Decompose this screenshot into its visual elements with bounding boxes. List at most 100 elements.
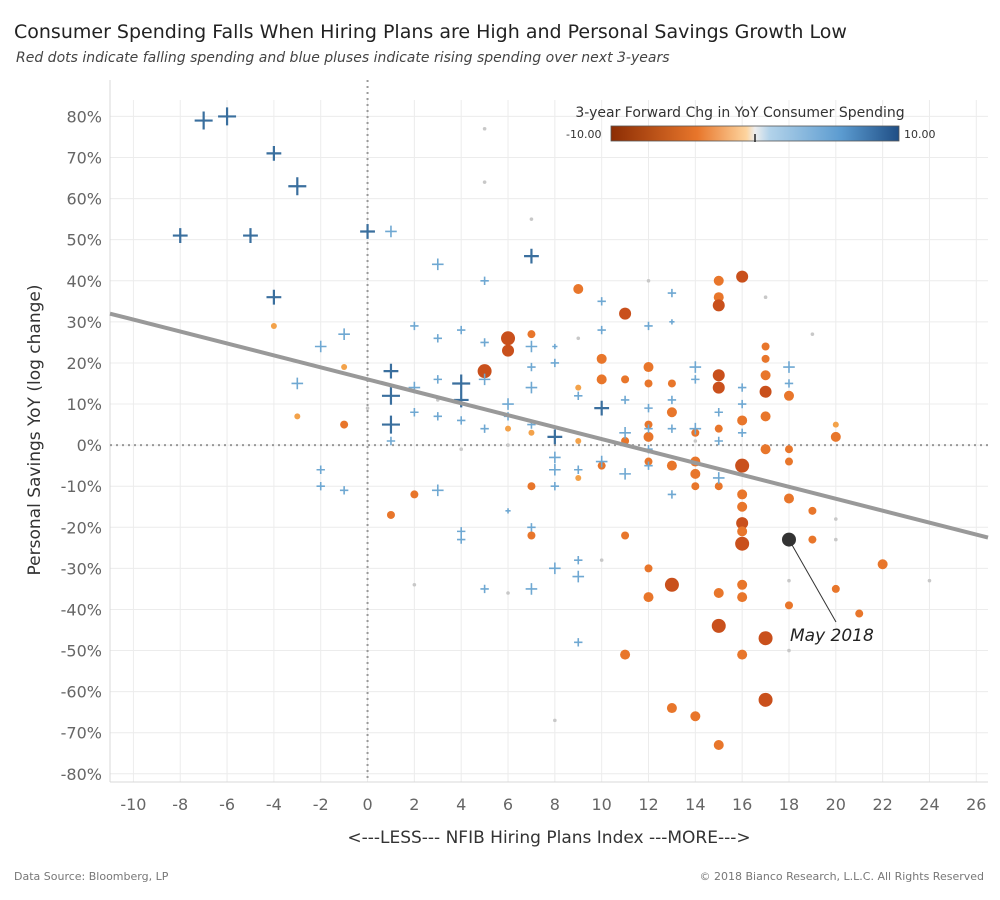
falling-spending-point <box>527 330 536 339</box>
rising-spending-point <box>502 398 514 410</box>
falling-spending-point <box>714 482 723 491</box>
falling-spending-point <box>502 344 515 357</box>
rising-spending-point <box>597 297 606 306</box>
rising-spending-point <box>172 228 188 243</box>
falling-spending-point <box>573 283 584 294</box>
neutral-point <box>553 718 557 723</box>
falling-spending-point <box>690 468 701 479</box>
rising-spending-point <box>457 527 466 536</box>
rising-spending-point <box>266 289 282 305</box>
rising-spending-point <box>291 377 304 390</box>
falling-spending-point <box>712 381 725 394</box>
regression-trend-line <box>109 311 989 540</box>
rising-spending-point <box>547 429 563 445</box>
highlighted-point-may-2018 <box>781 532 796 547</box>
falling-spending-point <box>760 370 771 381</box>
falling-spending-point <box>808 535 817 544</box>
neutral-point <box>646 278 651 283</box>
falling-spending-point <box>713 275 724 286</box>
color-legend: 3-year Forward Chg in YoY Consumer Spend… <box>566 105 936 142</box>
falling-spending-point <box>711 618 726 633</box>
x-tick-label: 22 <box>872 795 892 814</box>
falling-spending-point <box>737 501 748 512</box>
falling-spending-point <box>877 559 888 570</box>
falling-spending-point <box>760 444 771 455</box>
y-tick-label: 0% <box>77 436 102 455</box>
falling-spending-point <box>737 649 748 660</box>
falling-spending-point <box>714 424 723 433</box>
rising-spending-point <box>667 288 677 298</box>
y-tick-label: 80% <box>66 107 102 126</box>
rising-spending-point <box>480 338 489 347</box>
rising-spending-point <box>480 584 489 594</box>
rising-spending-point <box>574 638 583 647</box>
y-tick-label: -10% <box>61 477 102 496</box>
neutral-point <box>834 517 838 521</box>
rising-spending-point <box>549 451 561 464</box>
falling-spending-point <box>501 331 516 346</box>
falling-spending-point <box>737 579 748 590</box>
falling-spending-point <box>294 413 301 420</box>
x-tick-label: -10 <box>120 795 146 814</box>
rising-spending-point <box>712 472 725 484</box>
y-tick-label: 60% <box>66 190 102 209</box>
data-source-note: Data Source: Bloomberg, LP <box>14 870 169 883</box>
y-tick-label: -80% <box>61 765 102 784</box>
rising-spending-point <box>385 225 397 238</box>
rising-spending-point <box>381 415 400 434</box>
falling-spending-point <box>664 577 679 592</box>
rising-spending-point <box>644 461 653 470</box>
x-tick-label: 0 <box>362 795 372 814</box>
falling-spending-point <box>735 458 750 473</box>
falling-spending-point <box>855 609 864 618</box>
rising-spending-point <box>433 375 442 384</box>
falling-spending-point <box>527 531 536 540</box>
falling-spending-point <box>666 407 677 418</box>
rising-spending-point <box>478 373 491 386</box>
rising-spending-point <box>620 395 630 405</box>
falling-spending-point <box>760 411 771 422</box>
falling-spending-point <box>783 493 794 504</box>
legend-min-label: -10.00 <box>566 128 601 141</box>
falling-spending-point <box>666 703 677 714</box>
x-axis-title: <---LESS--- NFIB Hiring Plans Index ---M… <box>347 828 750 848</box>
falling-spending-point <box>737 415 748 426</box>
falling-spending-point <box>830 431 841 442</box>
rising-spending-point <box>691 375 700 384</box>
axes: -10 -8 -6 -4 -2 0 2 4 6 8 10 12 14 16 18 20 22 24 2680%70%… <box>61 107 987 814</box>
y-tick-label: -60% <box>61 683 102 702</box>
rising-spending-point <box>594 400 610 416</box>
falling-spending-point <box>712 299 725 312</box>
rising-spending-point <box>644 403 653 413</box>
rising-spending-point <box>714 436 723 446</box>
annotation-leader-line <box>788 539 837 623</box>
falling-spending-point <box>761 354 770 363</box>
rising-spending-point <box>574 555 583 565</box>
falling-spending-point <box>783 390 794 401</box>
neutral-point <box>927 578 932 583</box>
rising-spending-point <box>431 484 444 497</box>
x-tick-label: 18 <box>779 795 799 814</box>
neutral-point <box>599 558 604 562</box>
rising-spending-point <box>452 374 471 393</box>
falling-spending-point <box>832 421 839 428</box>
x-tick-label: -8 <box>172 795 188 814</box>
neutral-point <box>787 648 791 653</box>
x-tick-label: 10 <box>592 795 612 814</box>
rising-spending-point <box>314 340 327 353</box>
falling-spending-point <box>644 379 653 388</box>
neutral-point <box>810 332 815 336</box>
rising-spending-point <box>339 486 349 495</box>
chart-subtitle: Red dots indicate falling spending and b… <box>16 50 670 66</box>
rising-spending-point <box>737 399 747 409</box>
y-tick-label: -20% <box>61 518 102 537</box>
falling-spending-point <box>596 353 607 364</box>
y-tick-label: -40% <box>61 600 102 619</box>
y-tick-label: 30% <box>66 313 102 332</box>
neutral-point <box>576 336 581 341</box>
x-tick-label: 16 <box>732 795 752 814</box>
falling-spending-point <box>477 364 492 379</box>
rising-spending-point <box>619 426 631 439</box>
rising-spending-point <box>574 465 583 474</box>
rising-spending-point <box>550 358 560 368</box>
